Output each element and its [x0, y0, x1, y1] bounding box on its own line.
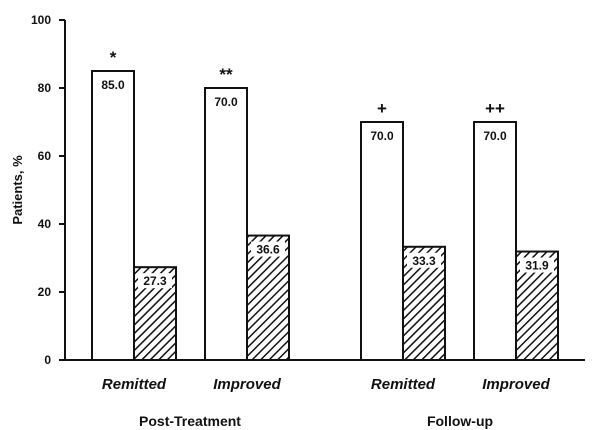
significance-mark: ** [219, 65, 233, 84]
bar-value-label: 27.3 [143, 274, 167, 288]
y-tick-label: 80 [38, 81, 52, 95]
value-label-bg [138, 273, 172, 289]
significance-mark: + [377, 99, 387, 118]
value-label-bg [407, 252, 441, 268]
bar-value-label: 36.6 [256, 243, 280, 257]
y-tick-label: 60 [38, 149, 52, 163]
labels: 85.0 * 27.3 70.0 ** 36.6 70.0 +33.3 70.0 ++ 31.9 [101, 48, 554, 289]
y-tick-label: 20 [38, 285, 52, 299]
x-group-label: Follow-up [427, 413, 493, 429]
axes: 0 20 40 60 80 100 Patients, % Remitted Improved R… [10, 13, 585, 429]
bar-solid-3 [473, 121, 517, 361]
bar-value-label: 70.0 [370, 129, 394, 143]
bar-value-label: 85.0 [101, 78, 125, 92]
bar-value-label: 70.0 [214, 95, 238, 109]
value-label-bg [520, 257, 554, 273]
bar-solid-1 [204, 87, 248, 361]
bar-value-label: 70.0 [483, 129, 507, 143]
y-tick-label: 40 [38, 217, 52, 231]
bar-value-label: 33.3 [412, 254, 436, 268]
value-label-bg [251, 241, 285, 257]
significance-mark: * [110, 48, 117, 67]
y-axis-title: Patients, % [10, 155, 25, 225]
y-tick-label: 0 [44, 353, 51, 367]
x-category-label: Improved [213, 376, 281, 393]
bar-solid-2 [360, 121, 404, 361]
y-tick-label: 100 [31, 13, 51, 27]
significance-mark: ++ [485, 99, 505, 118]
bar-value-label: 31.9 [525, 259, 549, 273]
bars [91, 70, 559, 361]
x-group-label: Post-Treatment [139, 413, 241, 429]
bar-solid-0 [91, 70, 135, 361]
x-category-label: Remitted [102, 376, 167, 393]
x-category-label: Improved [482, 376, 550, 393]
x-category-label: Remitted [371, 376, 436, 393]
